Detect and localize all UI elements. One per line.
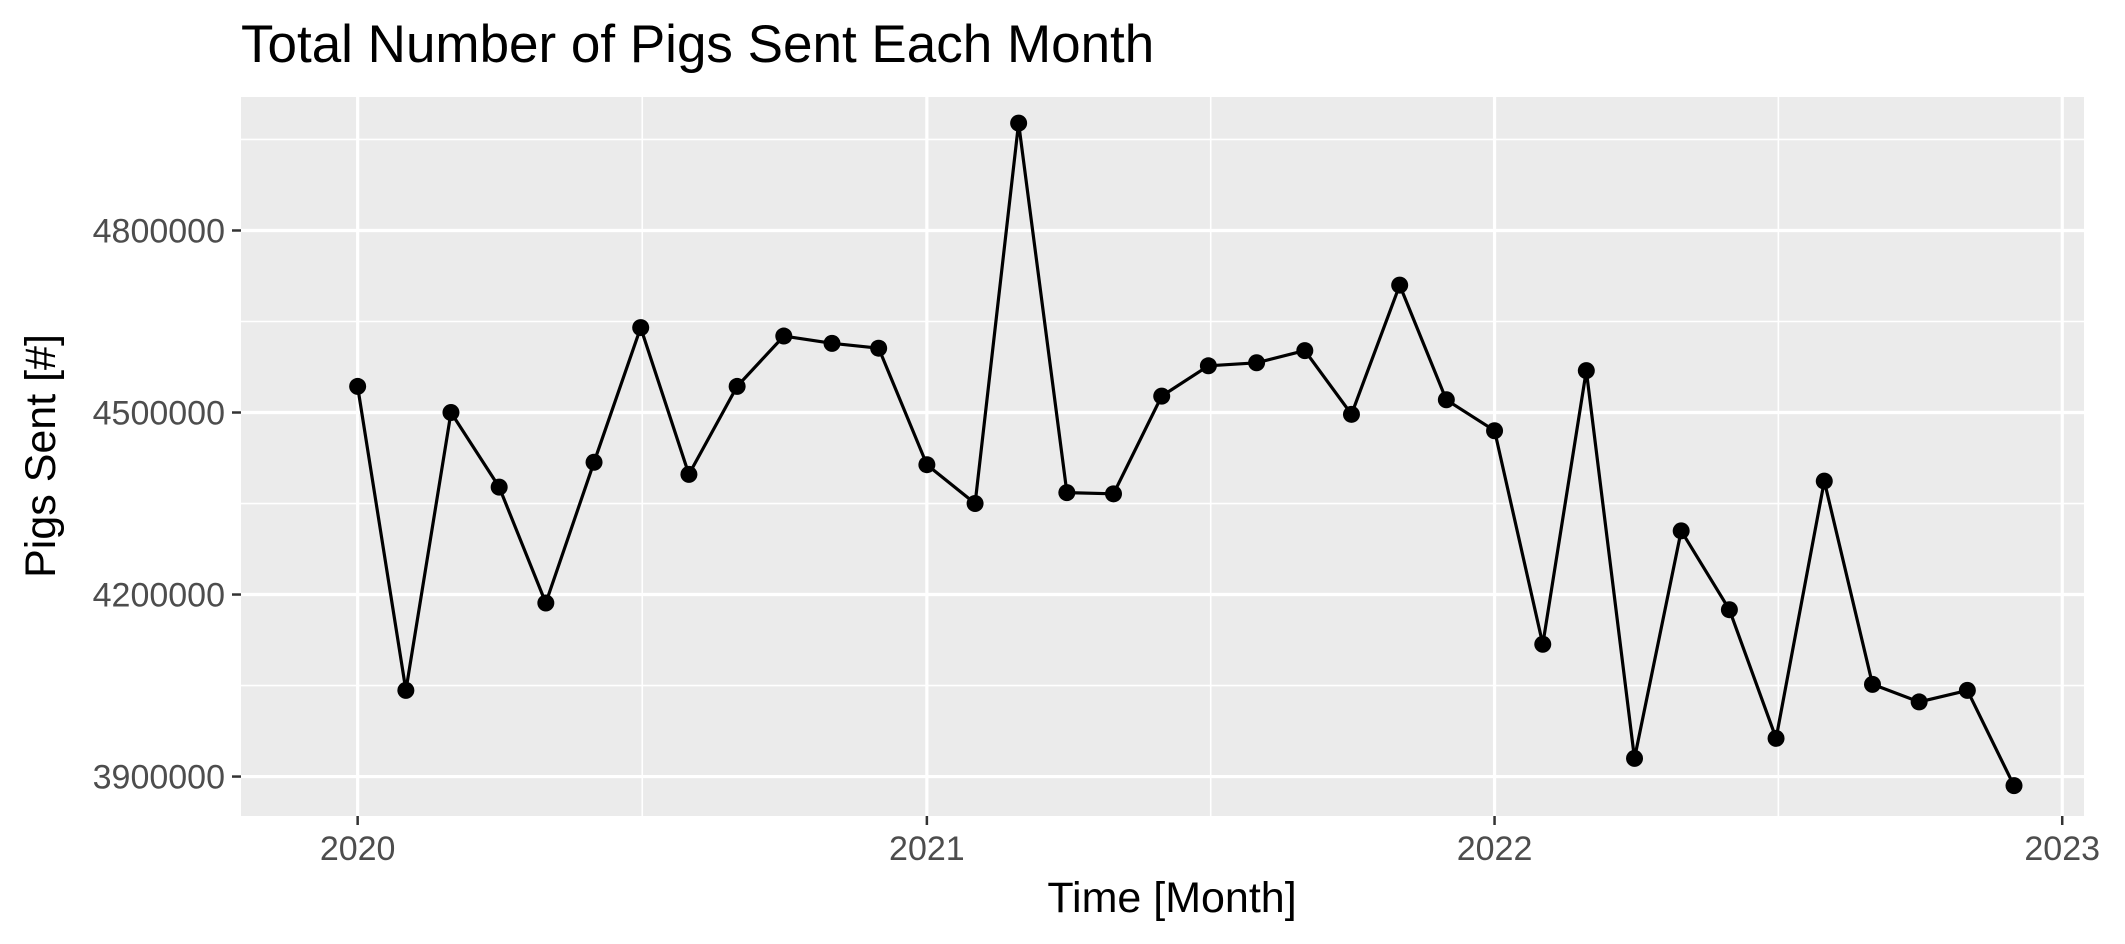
data-point (1720, 601, 1738, 619)
data-point (1199, 357, 1217, 375)
y-tick-label: 4200000 (93, 577, 225, 615)
minor-gridlines (241, 97, 2084, 816)
data-point (870, 339, 888, 357)
x-axis: 2020 2021 2022 2023 (320, 816, 2100, 868)
data-point (1672, 522, 1690, 540)
data-point (1863, 675, 1881, 693)
y-axis-title: Pigs Sent [#] (17, 334, 65, 578)
data-point (728, 377, 746, 395)
data-point (1296, 342, 1314, 360)
chart-title: Total Number of Pigs Sent Each Month (241, 15, 1154, 74)
data-point (680, 465, 698, 483)
data-point (632, 319, 650, 337)
data-point (1342, 405, 1360, 423)
data-point (1105, 485, 1123, 503)
data-point (1626, 749, 1644, 767)
data-point (775, 327, 793, 345)
data-point (442, 404, 460, 422)
data-point (349, 377, 367, 395)
x-tick-label: 2021 (889, 830, 965, 868)
y-tick-label: 4500000 (93, 395, 225, 433)
x-tick-label: 2020 (320, 830, 396, 868)
x-axis-title: Time [Month] (1047, 874, 1296, 922)
data-points (349, 114, 2023, 795)
data-point (823, 334, 841, 352)
data-point (1058, 484, 1076, 502)
x-tick-label: 2022 (1457, 830, 1533, 868)
y-axis: 3900000 4200000 4500000 4800000 (93, 212, 241, 797)
data-point (1534, 635, 1552, 653)
data-point (1391, 276, 1409, 294)
y-tick-label: 3900000 (93, 759, 225, 797)
data-point (1577, 362, 1595, 380)
data-point (1153, 387, 1171, 405)
data-point (537, 594, 555, 612)
data-point (490, 478, 508, 496)
data-point (1010, 114, 1028, 132)
series-line (356, 121, 2016, 787)
data-point (1437, 391, 1455, 409)
data-point (1486, 422, 1504, 440)
data-point (397, 681, 415, 699)
data-point (1248, 354, 1266, 372)
data-point (966, 495, 984, 513)
y-tick-label: 4800000 (93, 212, 225, 250)
plot-panel (241, 97, 2084, 816)
data-point (2005, 777, 2023, 795)
data-point (918, 456, 936, 474)
data-point (1767, 729, 1785, 747)
data-point (1910, 693, 1928, 711)
data-point (585, 453, 603, 471)
data-point (1958, 681, 1976, 699)
data-point (1815, 472, 1833, 490)
x-tick-label: 2023 (2024, 830, 2100, 868)
